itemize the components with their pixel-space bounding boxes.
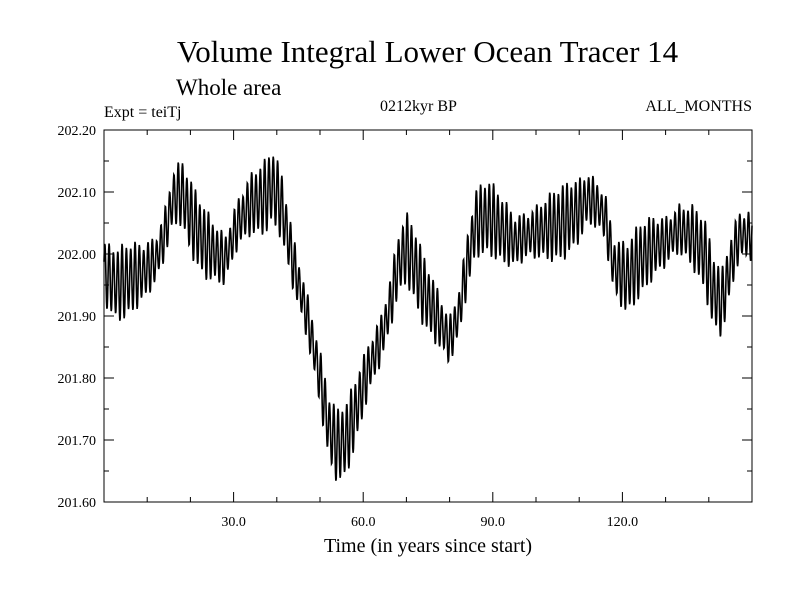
chart-title: Volume Integral Lower Ocean Tracer 14	[176, 34, 679, 69]
x-tick-label: 30.0	[221, 515, 246, 530]
experiment-label: Expt = teiTj	[104, 104, 182, 121]
x-axis-label: Time (in years since start)	[324, 535, 532, 557]
x-tick-label: 90.0	[481, 515, 506, 530]
months-label: ALL_MONTHS	[645, 98, 752, 115]
y-tick-label: 201.90	[58, 310, 97, 325]
period-label: 0212kyr BP	[380, 98, 457, 115]
y-tick-label: 201.60	[58, 496, 97, 511]
x-tick-label: 120.0	[607, 515, 639, 530]
series-line	[103, 156, 753, 481]
y-tick-label: 202.00	[58, 248, 97, 263]
y-tick-label: 201.70	[58, 434, 97, 449]
y-tick-label: 201.80	[58, 372, 97, 387]
y-tick-label: 202.10	[58, 186, 97, 201]
x-tick-label: 60.0	[351, 515, 376, 530]
y-tick-label: 202.20	[58, 124, 97, 139]
chart-subtitle: Whole area	[176, 75, 282, 100]
